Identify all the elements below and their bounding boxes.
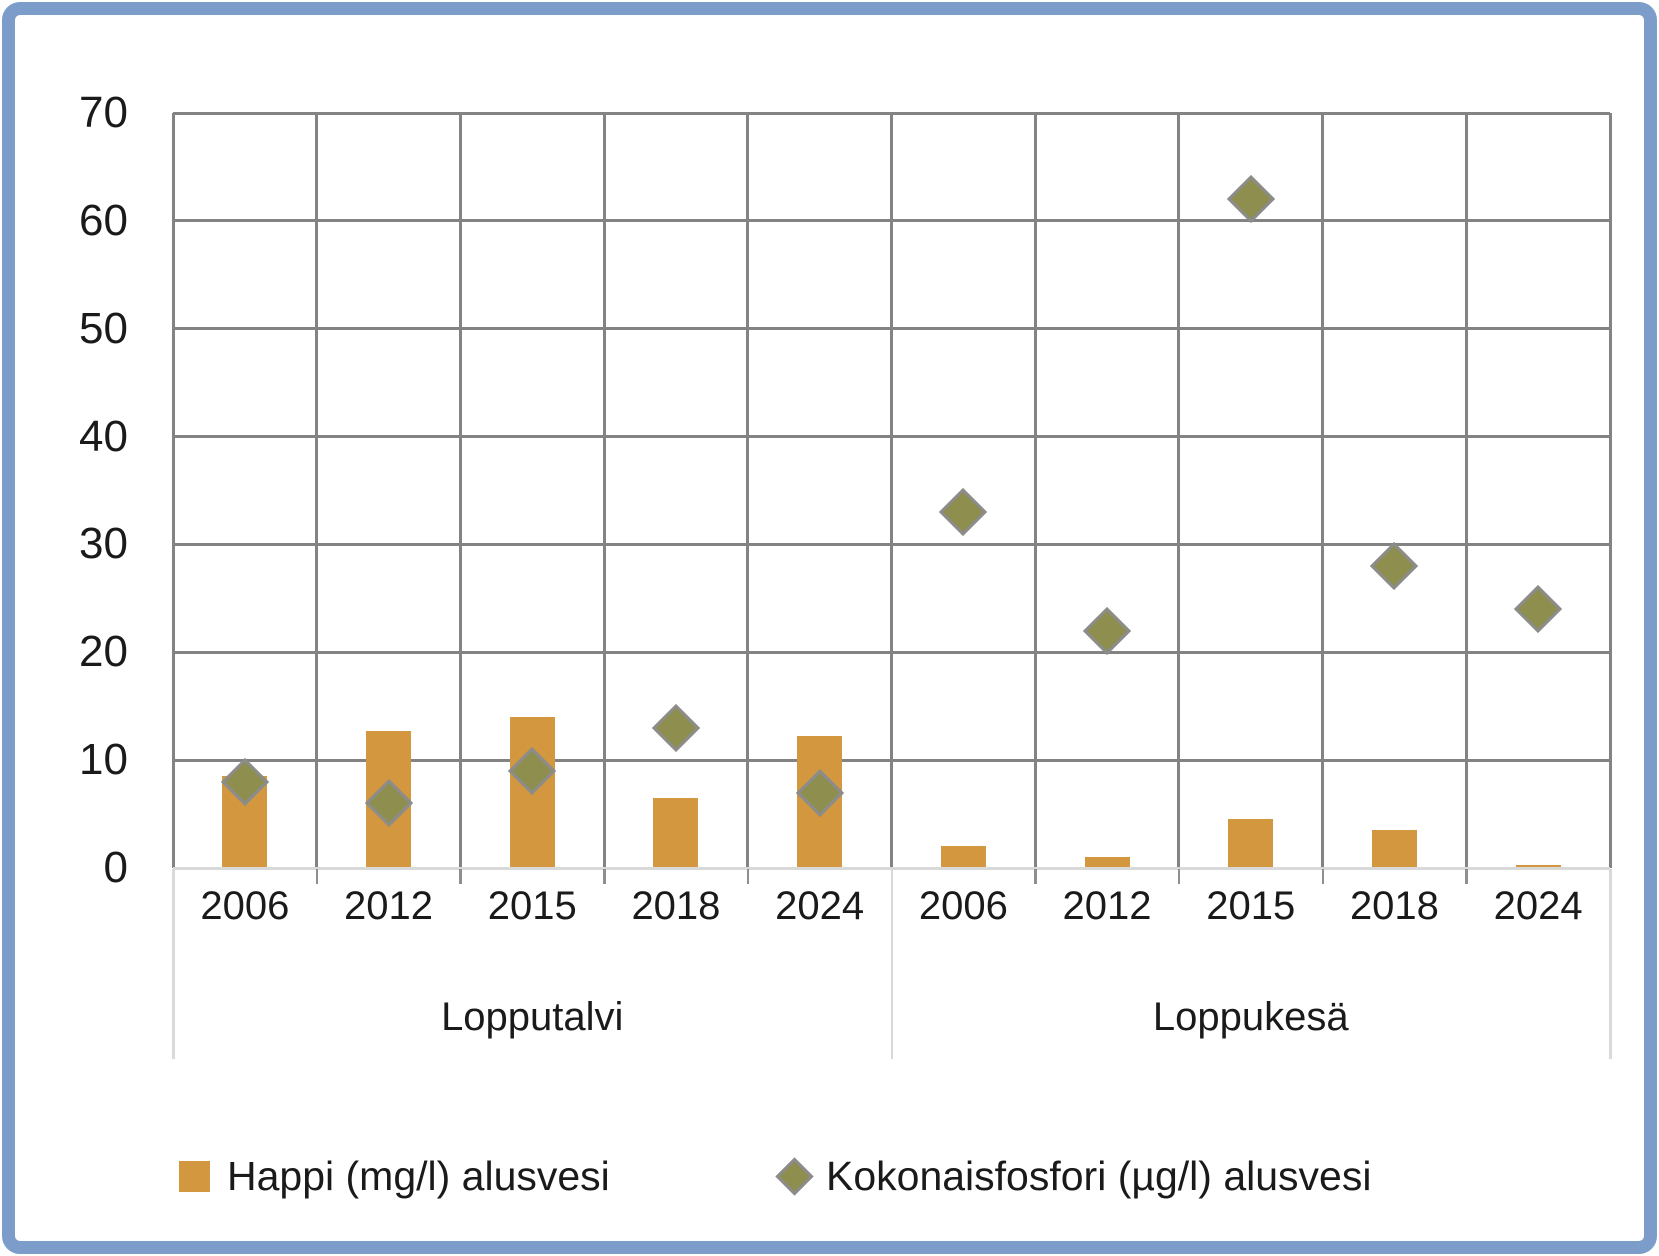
x-tick-label: 2024 xyxy=(1493,884,1583,928)
category-tick xyxy=(459,869,462,884)
grid-line-v xyxy=(458,113,462,868)
y-tick-label: 50 xyxy=(79,303,128,353)
bar xyxy=(653,797,699,868)
category-tick xyxy=(1034,869,1037,884)
y-tick-label: 70 xyxy=(79,88,128,137)
grid-line-h xyxy=(173,650,1610,654)
grid-line-v xyxy=(1177,113,1181,868)
y-tick-label: 20 xyxy=(79,627,128,677)
x-tick-label: 2015 xyxy=(487,884,577,928)
group-label: Lopputalvi xyxy=(441,995,624,1039)
x-tick-label: 2018 xyxy=(1349,884,1439,928)
bar xyxy=(1084,857,1130,868)
legend-item-kokonaisfosfori: Kokonaisfosfori (µg/l) alusvesi xyxy=(775,1150,1372,1202)
category-tick xyxy=(315,869,319,884)
grid-line-v xyxy=(746,113,750,868)
y-tick-label: 0 xyxy=(103,843,128,892)
grid-line-v xyxy=(1033,113,1037,868)
grid-line-h xyxy=(173,219,1610,223)
diamond-marker xyxy=(1514,585,1563,634)
diamond-series-swatch-icon xyxy=(775,1156,814,1196)
y-tick-label: 40 xyxy=(79,411,128,461)
x-tick-label: 2018 xyxy=(631,884,721,928)
diamond-marker xyxy=(1370,541,1419,591)
grid-line-v xyxy=(890,113,893,868)
grid-line-v xyxy=(1464,113,1468,868)
diamond-marker xyxy=(651,703,700,752)
grid-line-v xyxy=(315,113,319,868)
x-tick-label: 2006 xyxy=(200,884,290,928)
x-tick-label: 2015 xyxy=(1206,884,1296,928)
grid-line-v xyxy=(171,113,175,868)
bar xyxy=(1228,819,1274,868)
grid-line-v xyxy=(602,113,606,868)
diamond-marker xyxy=(1226,175,1275,224)
grid-line-h xyxy=(173,435,1610,439)
x-tick-label: 2006 xyxy=(918,884,1008,928)
axis-baseline xyxy=(173,867,1610,870)
group-separator xyxy=(172,869,175,1059)
x-tick-label: 2012 xyxy=(1062,884,1152,928)
grid-line-h xyxy=(173,327,1610,331)
category-tick xyxy=(746,869,750,884)
category-tick xyxy=(1465,869,1468,884)
bar xyxy=(1371,830,1417,868)
category-tick xyxy=(603,869,606,884)
legend: Happi (mg/l) alusvesi Kokonaisfosfori (µ… xyxy=(0,1150,1659,1210)
group-separator xyxy=(1609,869,1612,1059)
legend-item-happi: Happi (mg/l) alusvesi xyxy=(179,1150,610,1202)
x-tick-label: 2024 xyxy=(775,884,865,928)
group-label: Loppukesä xyxy=(1152,995,1349,1039)
legend-label-happi: Happi (mg/l) alusvesi xyxy=(227,1153,610,1199)
diamond-marker xyxy=(939,488,988,537)
legend-label-kokonaisfosfori: Kokonaisfosfori (µg/l) alusvesi xyxy=(826,1153,1372,1199)
category-tick xyxy=(1321,869,1325,884)
bar xyxy=(1515,864,1561,868)
grid-line-v xyxy=(1321,113,1325,868)
category-tick xyxy=(1177,869,1181,884)
y-tick-label: 30 xyxy=(79,519,128,569)
x-tick-label: 2012 xyxy=(344,884,434,928)
group-separator xyxy=(890,869,893,1059)
bar-series-swatch-icon xyxy=(179,1160,210,1192)
y-tick-label: 60 xyxy=(79,195,128,245)
bar xyxy=(940,846,986,868)
grid-line-h xyxy=(173,758,1610,762)
diamond-marker xyxy=(1083,606,1132,655)
grid-line-h xyxy=(173,111,1610,115)
y-tick-label: 10 xyxy=(79,735,128,785)
grid-line-h xyxy=(173,542,1610,546)
grid-line-v xyxy=(1608,113,1612,868)
